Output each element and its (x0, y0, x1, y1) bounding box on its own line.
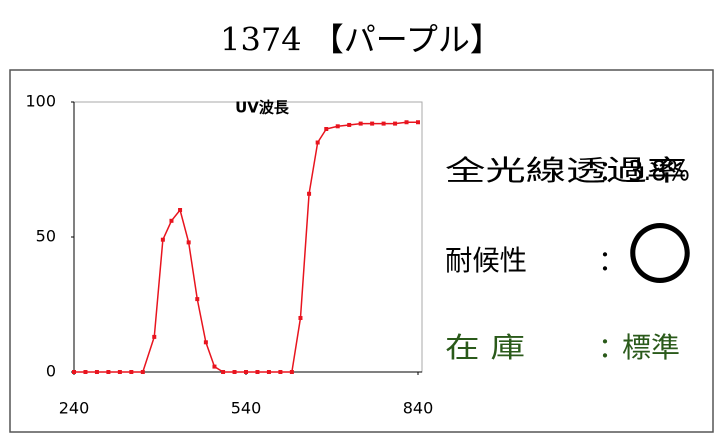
point-marker (83, 370, 88, 374)
spec-value: 標準 (622, 331, 680, 364)
spec-label: 在 庫 (445, 331, 525, 364)
point-marker (416, 120, 420, 125)
point-marker (370, 121, 375, 126)
spec-sep: ： (598, 244, 626, 277)
spec-label: 全光線透過率 (445, 154, 687, 187)
point-marker (106, 370, 111, 374)
y-tick-label: 100 (25, 92, 56, 111)
point-marker (94, 370, 99, 374)
point-marker (266, 370, 271, 374)
point-marker (232, 370, 237, 374)
point-marker (381, 121, 386, 126)
point-marker (169, 218, 174, 223)
point-marker (404, 120, 409, 125)
point-marker (152, 334, 157, 339)
card-border (9, 69, 714, 433)
point-marker (140, 370, 145, 374)
title: 1374 【パープル】 (220, 21, 502, 59)
point-marker (335, 124, 340, 129)
point-marker (178, 208, 183, 212)
point-marker (358, 121, 363, 126)
spec-sep: ： (598, 154, 626, 187)
point-marker (195, 297, 200, 302)
point-marker (72, 370, 76, 374)
spec-label: 耐候性 (445, 244, 527, 277)
point-marker (212, 364, 217, 369)
plot-area (73, 101, 423, 373)
x-tick-label: 540 (231, 399, 262, 418)
spec-value: 〇 (627, 217, 693, 294)
point-marker (278, 370, 283, 374)
y-tick-label: 0 (46, 362, 56, 381)
point-marker (203, 340, 208, 345)
point-marker (244, 370, 248, 374)
point-marker (160, 237, 165, 242)
point-marker (315, 140, 320, 145)
point-marker (307, 191, 312, 196)
point-marker (347, 122, 352, 127)
y-tick-label: 50 (36, 227, 56, 246)
x-tick-label: 840 (403, 399, 434, 418)
point-marker (221, 370, 226, 374)
series-line (74, 121, 418, 373)
point-marker (186, 240, 191, 245)
point-marker (289, 370, 294, 374)
spec-value: 3.8% (628, 154, 690, 187)
point-marker (255, 370, 260, 374)
point-marker (324, 127, 329, 131)
point-marker (117, 370, 122, 374)
spec-sep: ： (598, 331, 626, 364)
chart-title: UV波長 (235, 99, 290, 117)
point-marker (393, 121, 398, 126)
point-marker (298, 316, 303, 320)
x-tick-label: 240 (59, 399, 90, 418)
point-marker (129, 370, 134, 374)
